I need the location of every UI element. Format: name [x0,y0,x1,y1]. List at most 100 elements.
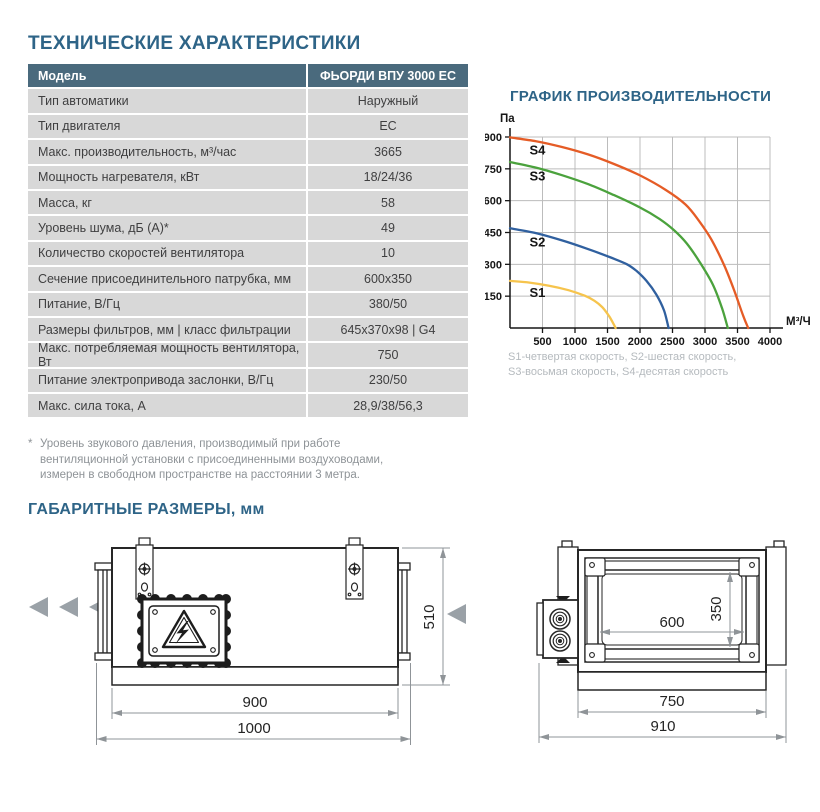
side-view-drawing: 600 350 750 910 [536,540,787,743]
spec-row-value: 3665 [308,140,468,164]
dim-total-width [96,663,411,745]
series-curve-S1 [508,279,617,330]
series-curve-S4 [508,136,750,330]
spec-row-label: Питание, В/Гц [28,292,306,316]
spec-table-row: Макс. сила тока, А 28,9/38/56,3 [28,394,468,418]
spec-table-row: Тип автоматики Наружный [28,89,468,113]
dims-section-title: ГАБАРИТНЫЕ РАЗМЕРЫ, мм [28,501,265,518]
spec-row-label: Размеры фильтров, мм | класс фильтрации [28,317,306,342]
spec-table-row: Количество скоростей вентилятора 10 [28,241,468,266]
spec-row-label: Тип автоматики [28,89,306,113]
spec-row-label: Мощность нагревателя, кВт [28,165,306,189]
y-tick-label: 300 [485,259,502,271]
mounting-bracket-right [345,537,364,600]
dim-height-label: 510 [421,604,438,629]
x-tick-label: 4000 [758,336,782,348]
lightning-bolt-icon [175,621,189,644]
series-label-S1: S1 [530,285,546,300]
front-view-drawing: 510 900 1000 [29,537,466,745]
series-label-S3: S3 [530,169,546,184]
mounting-bracket-left [135,537,154,600]
dim-duct-width-label: 600 [659,614,684,631]
dim-total-width-label: 1000 [237,720,270,737]
spec-row-value: 645х370х98 | G4 [308,317,468,342]
series-label-S2: S2 [530,234,546,249]
x-axis-title: М³/Ч [786,316,811,328]
chart-caption: S1-четвертая скорость, S2-шестая скорост… [508,350,736,379]
x-tick-label: 1500 [595,336,619,348]
x-tick-label: 1000 [563,336,587,348]
performance-chart: 150 300 450 600 750 900 500 1000 1500 2000 2500 300… [485,113,811,348]
spec-row-label: Питание электропривода заслонки, В/Гц [28,368,306,393]
spec-header-label: Модель [28,64,306,88]
spec-table-row: Тип двигателя EC [28,114,468,139]
electrical-box [137,594,231,668]
dim-side-inner-width-label: 750 [659,693,684,710]
connector-box [536,596,579,663]
x-tick-label: 3500 [725,336,749,348]
cable-gland-bottom [549,630,571,652]
y-tick-label: 900 [485,132,502,144]
spec-row-value: 28,9/38/56,3 [308,394,468,418]
x-tick-label: 2500 [660,336,684,348]
chart-caption-line2: S3-восьмая скорость, S4-десятая скорость [508,365,729,378]
spec-row-value: 18/24/36 [308,165,468,189]
spec-row-label: Макс. потребляемая мощность вентилятора,… [28,341,306,369]
x-tick-label: 3000 [693,336,717,348]
spec-row-label: Макс. производительность, м³/час [28,140,306,164]
spec-row-value: 49 [308,216,468,240]
dim-inner-width [111,688,399,719]
y-tick-label: 150 [485,291,502,303]
y-tick-label: 750 [485,164,502,176]
cable-gland-top [549,608,571,630]
spec-section-title: ТЕХНИЧЕСКИЕ ХАРАКТЕРИСТИКИ [28,33,361,54]
spec-table-row: Сечение присоединительного патрубка, мм 6… [28,267,468,291]
spec-table-row: Уровень шума, дБ (А)* 49 [28,216,468,240]
spec-table-row: Масса, кг 58 [28,190,468,215]
x-tick-label: 500 [533,336,551,348]
spec-table-row: Макс. потребляемая мощность вентилятора,… [28,341,468,369]
spec-row-label: Уровень шума, дБ (А)* [28,216,306,240]
dim-side-total-width [538,663,787,743]
footnote-asterisk: * [28,438,33,450]
dim-duct-height [727,572,733,647]
spec-row-value: EC [308,114,468,139]
series-label-S4: S4 [530,143,547,158]
spec-table-rows: Тип автоматики Наружный Тип двигателя EC Мак… [28,89,468,418]
spec-row-label: Макс. сила тока, А [28,394,306,418]
spec-row-value: 380/50 [308,292,468,316]
chart-caption-line1: S1-четвертая скорость, S2-шестая скорост… [508,351,737,363]
spec-row-label: Тип двигателя [28,114,306,139]
spec-row-value: 750 [308,343,468,367]
spec-table-row: Питание электропривода заслонки, В/Гц 230… [28,368,468,393]
spec-row-value: 600х350 [308,267,468,291]
spec-table-row: Мощность нагревателя, кВт 18/24/36 [28,165,468,189]
dim-side-inner-width [577,691,767,718]
spec-table-header-row: Модель ФЬОРДИ ВПУ 3000 EC [28,64,468,88]
spec-row-value: 58 [308,190,468,215]
spec-table-row: Макс. производительность, м³/час 3665 [28,140,468,164]
footnote-text: Уровень звукового давления, производимый… [40,438,384,481]
spec-row-value: 230/50 [308,368,468,393]
dim-duct-height-label: 350 [708,596,725,621]
dim-side-total-width-label: 910 [650,718,675,735]
spec-row-value: Наружный [308,89,468,113]
chart-section-title: ГРАФИК ПРОИЗВОДИТЕЛЬНОСТИ [510,88,772,105]
dim-duct-width [600,629,744,635]
airflow-arrow-right [447,604,466,624]
series-curve-S3 [508,160,729,330]
spec-row-label: Сечение присоединительного патрубка, мм [28,267,306,291]
spec-row-label: Количество скоростей вентилятора [28,241,306,266]
spec-table: Модель ФЬОРДИ ВПУ 3000 EC Тип автоматики… [28,64,468,419]
y-tick-label: 600 [485,196,502,208]
x-tick-label: 2000 [628,336,652,348]
spec-table-row: Питание, В/Гц 380/50 [28,292,468,316]
y-axis-title: Па [500,113,515,125]
dim-inner-width-label: 900 [242,694,267,711]
y-tick-label: 450 [485,228,502,240]
series-curve-S2 [508,227,670,330]
footnote: * Уровень звукового давления, производим… [28,437,430,484]
spec-row-value: 10 [308,241,468,266]
warning-triangle-icon [161,609,207,649]
spec-header-value: ФЬОРДИ ВПУ 3000 EC [308,64,468,88]
